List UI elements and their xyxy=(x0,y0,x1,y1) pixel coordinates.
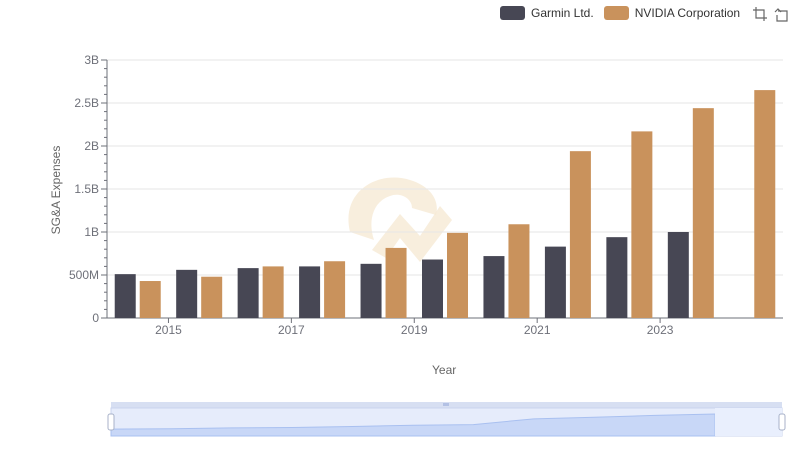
legend-item-garmin[interactable]: Garmin Ltd. xyxy=(500,6,594,20)
y-axis-title: SG&A Expenses xyxy=(49,145,63,235)
y-tick-label: 2B xyxy=(84,139,99,153)
bar-garmin-2014[interactable] xyxy=(114,274,136,318)
datazoom-slider[interactable] xyxy=(107,402,786,437)
y-tick-label: 3B xyxy=(84,53,99,67)
bar-nvidia-2020[interactable] xyxy=(508,224,530,318)
bar-garmin-2019[interactable] xyxy=(422,259,443,318)
y-tick-label: 2.5B xyxy=(74,96,99,110)
x-tick-label: 2019 xyxy=(401,323,428,337)
bar-nvidia-2024[interactable] xyxy=(754,90,776,318)
y-tick-label: 500M xyxy=(69,268,99,282)
toolbox xyxy=(746,6,790,22)
bar-nvidia-2014[interactable] xyxy=(139,281,161,318)
y-tick-label: 1B xyxy=(84,225,99,239)
x-tick-label: 2017 xyxy=(278,323,305,337)
grid-lines xyxy=(107,59,783,276)
legend-swatch-nvidia xyxy=(603,6,629,20)
bar-garmin-2021[interactable] xyxy=(544,246,566,318)
datazoom-handle-right[interactable] xyxy=(778,413,786,431)
x-axis-title: Year xyxy=(432,363,457,377)
bar-garmin-2015[interactable] xyxy=(176,269,198,318)
bars[interactable] xyxy=(114,90,776,318)
bar-nvidia-2016[interactable] xyxy=(262,266,284,318)
legend-label-nvidia: NVIDIA Corporation xyxy=(634,6,741,20)
bar-nvidia-2017[interactable] xyxy=(324,261,346,318)
legend-swatch-garmin xyxy=(500,6,525,20)
y-tick-label: 0 xyxy=(92,311,99,325)
x-tick-label: 2023 xyxy=(647,323,674,337)
datazoom-right-shade xyxy=(715,408,782,436)
legend-label-garmin: Garmin Ltd. xyxy=(531,6,594,20)
y-tick-label: 1.5B xyxy=(74,182,99,196)
datazoom-area xyxy=(110,413,716,437)
bar-garmin-2017[interactable] xyxy=(299,266,321,318)
y-axis: 0 500M 1B 1.5B 2B 2.5B 3B xyxy=(69,53,108,325)
bar-garmin-2022[interactable] xyxy=(606,237,628,318)
bar-nvidia-2022[interactable] xyxy=(631,131,653,318)
bar-garmin-2023[interactable] xyxy=(667,232,689,318)
x-axis: 2015 2017 2019 2021 2023 xyxy=(107,317,783,337)
datazoom-handle-left[interactable] xyxy=(107,413,115,431)
drag-handle-icon[interactable] xyxy=(443,403,449,406)
bar-garmin-2016[interactable] xyxy=(237,268,259,318)
x-tick-label: 2015 xyxy=(155,323,182,337)
legend-item-nvidia[interactable]: NVIDIA Corporation xyxy=(603,6,741,20)
bar-nvidia-2021[interactable] xyxy=(569,151,591,318)
restore-icon[interactable] xyxy=(774,6,790,22)
bar-nvidia-2015[interactable] xyxy=(201,276,223,318)
legend: Garmin Ltd. NVIDIA Corporation xyxy=(500,4,750,22)
x-tick-label: 2021 xyxy=(524,323,551,337)
bar-nvidia-2023[interactable] xyxy=(692,108,714,318)
bar-garmin-2020[interactable] xyxy=(483,256,505,318)
bar-nvidia-2019[interactable] xyxy=(447,232,468,318)
bar-nvidia-2018[interactable] xyxy=(385,247,407,318)
zoom-icon[interactable] xyxy=(752,6,768,22)
bar-garmin-2018[interactable] xyxy=(360,263,382,318)
